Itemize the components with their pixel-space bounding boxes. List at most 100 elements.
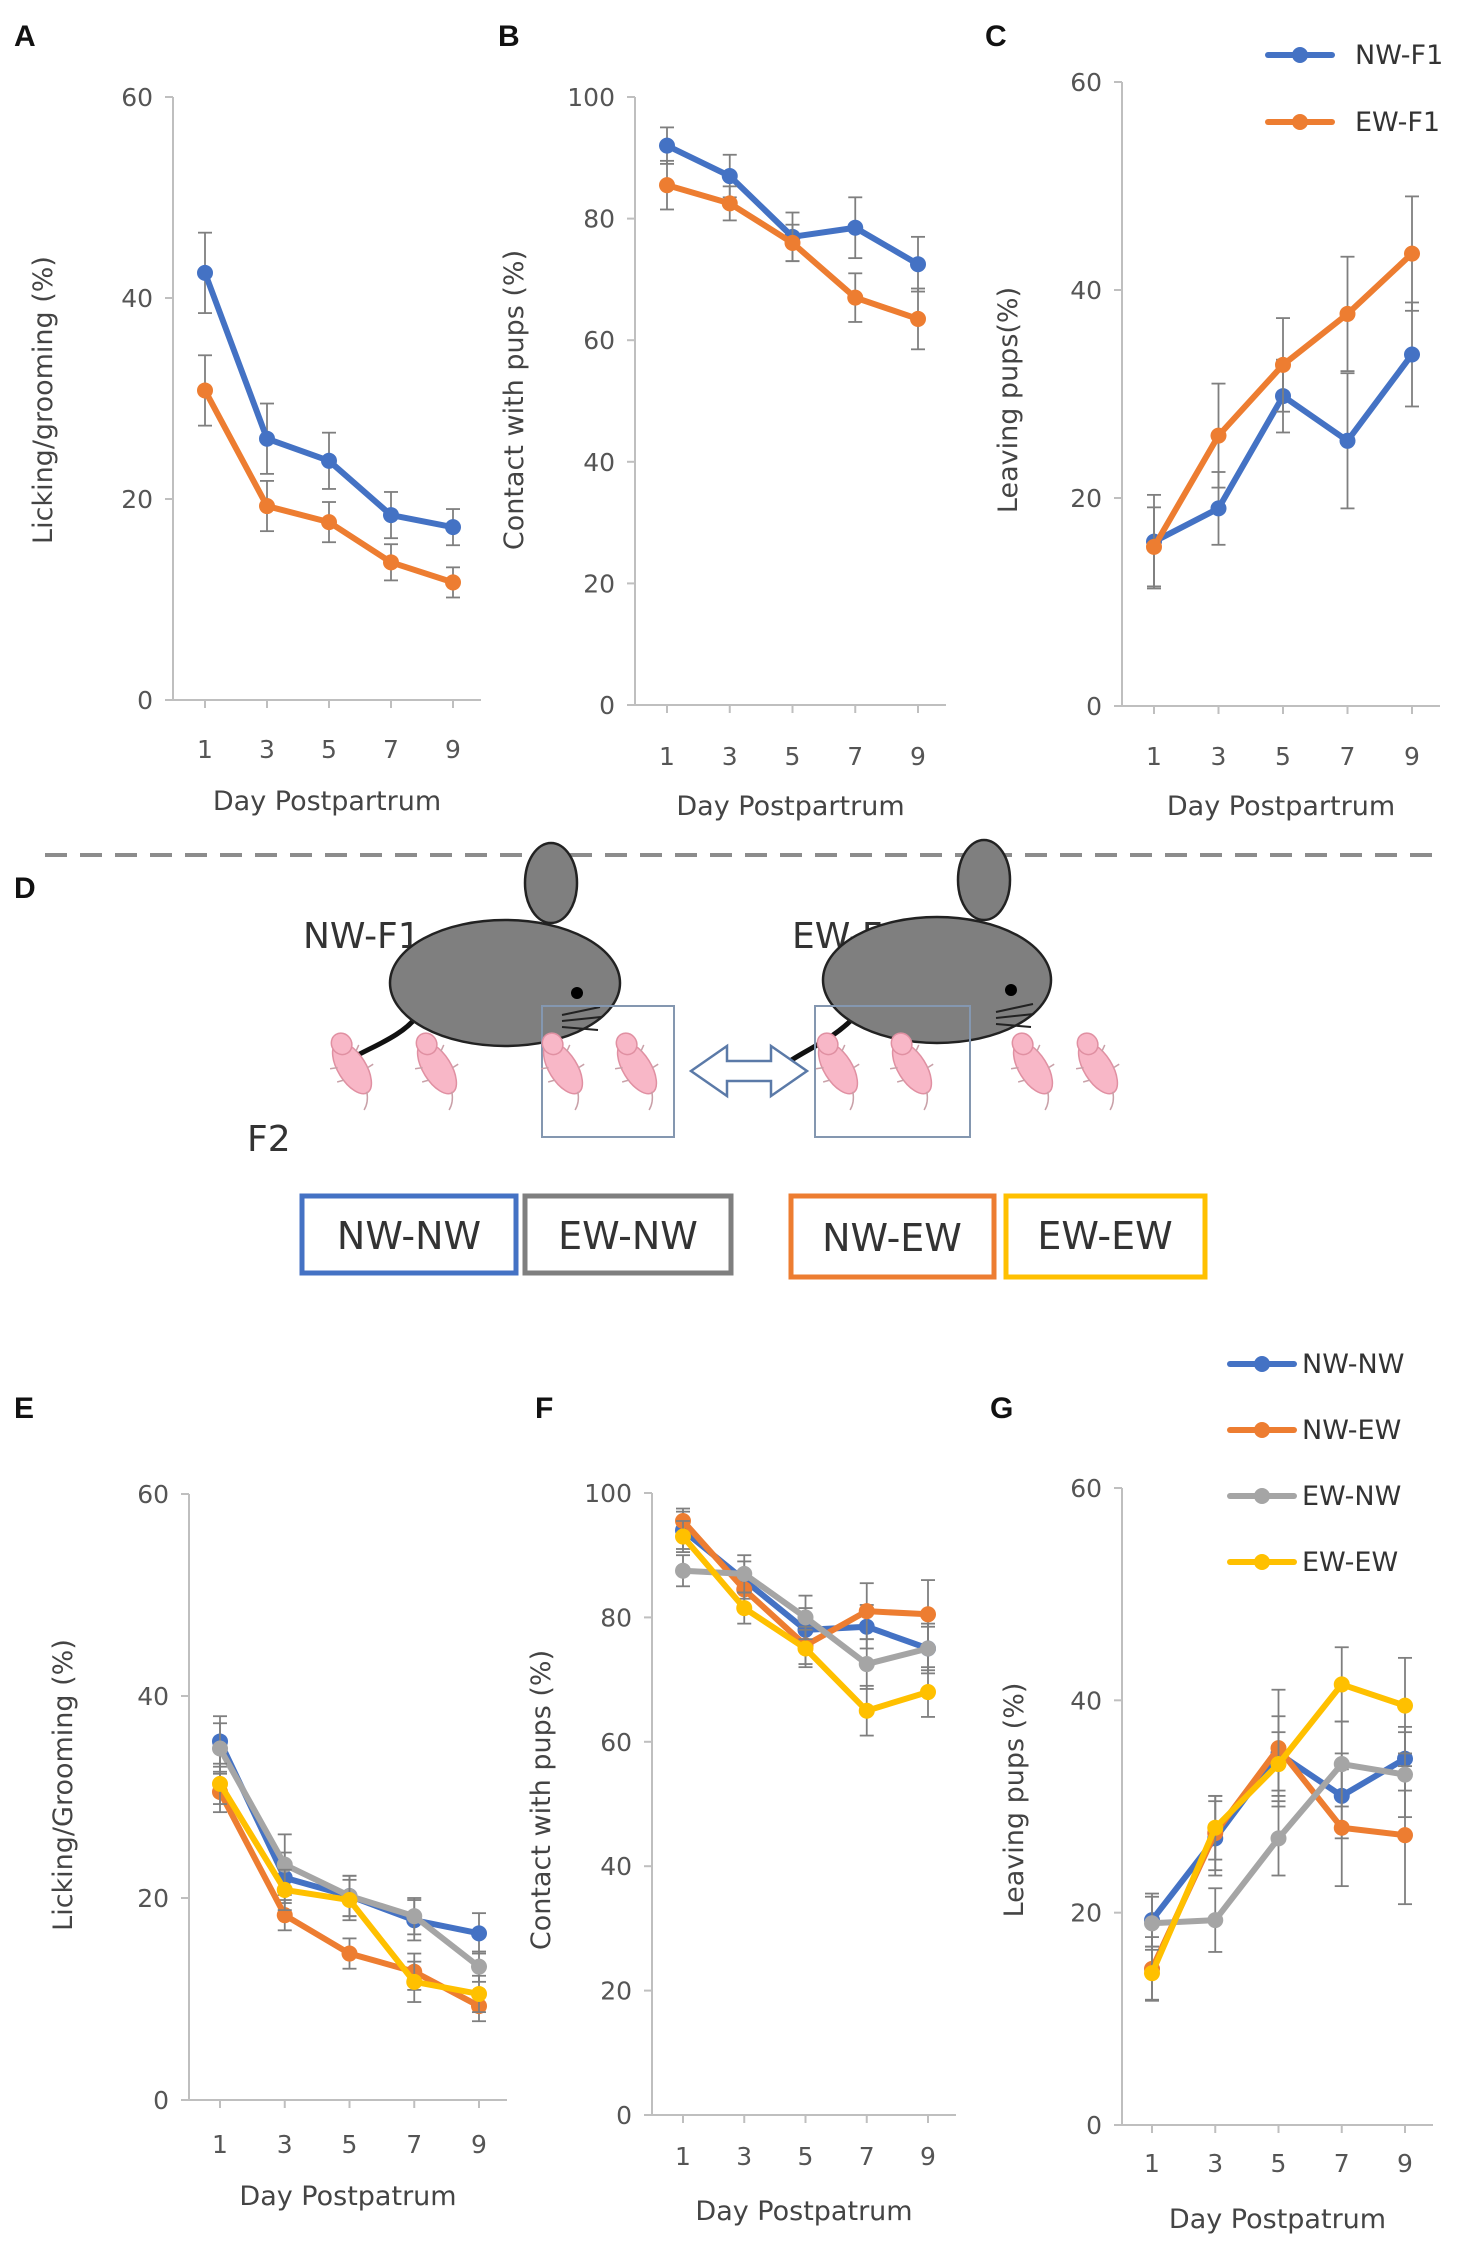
series-ew-ew [1144, 1646, 1413, 2001]
data-point [197, 264, 213, 281]
data-point [1146, 538, 1162, 555]
swap-frame-right [814, 1005, 971, 1138]
data-point [1404, 245, 1420, 262]
data-point [471, 1925, 487, 1942]
pup-icon [614, 1032, 659, 1111]
data-point [1207, 1912, 1224, 1929]
pup-tail [1044, 1091, 1050, 1111]
data-point [1333, 1819, 1350, 1836]
data-point [736, 1565, 753, 1582]
data-point [920, 1640, 936, 1657]
x-tick-label: 5 [1271, 2149, 1287, 2178]
data-point [383, 554, 399, 571]
data-point [445, 519, 461, 536]
x-axis-label: Day Postpartrum [676, 791, 904, 822]
group-label: EW-NW [558, 1214, 698, 1258]
data-point [276, 1881, 293, 1898]
y-tick-label: 20 [1070, 484, 1102, 513]
y-tick-label: 60 [583, 326, 615, 355]
mouse-icon [781, 838, 1053, 1068]
series-ew-ew [675, 1520, 936, 1737]
x-axis-label: Day Postpatrum [1169, 2204, 1386, 2235]
pup-head [330, 1032, 353, 1056]
pup-tail [1109, 1091, 1115, 1111]
y-tick-label: 20 [121, 485, 153, 514]
x-tick-label: 5 [342, 2130, 358, 2159]
series-nw-f1 [197, 231, 461, 547]
data-point [910, 256, 926, 273]
data-point [1333, 1676, 1350, 1693]
legend-label: EW-NW [1302, 1481, 1401, 1512]
x-tick-label: 1 [659, 742, 675, 771]
y-tick-label: 60 [137, 1480, 169, 1509]
data-point [212, 1740, 228, 1757]
data-point [1144, 1915, 1160, 1932]
data-point [1270, 1756, 1287, 1773]
panel-d: D NW-F1 EW-F1 F2 NW-NW [14, 838, 1208, 1280]
x-tick-label: 9 [471, 2130, 487, 2159]
data-point [847, 289, 864, 306]
y-tick-label: 100 [567, 83, 615, 112]
y-tick-label: 60 [1070, 1474, 1102, 1503]
legend-label: EW-EW [1302, 1547, 1398, 1578]
pups-row [329, 1032, 1120, 1111]
panel-label: A [14, 20, 36, 53]
pup-head [816, 1032, 839, 1056]
pup-tail [363, 1091, 369, 1111]
series-ew-nw [675, 1554, 936, 1690]
pup-legs [414, 1044, 459, 1083]
y-tick-label: 80 [600, 1603, 632, 1632]
data-point [1397, 1827, 1413, 1844]
pup-tail [448, 1091, 454, 1111]
y-axis-label: Contact with pups (%) [499, 250, 530, 550]
data-point [259, 498, 275, 515]
data-point [341, 1945, 358, 1962]
x-tick-label: 9 [920, 2142, 936, 2171]
legend-label: NW-NW [1302, 1349, 1404, 1380]
data-point [1397, 1697, 1413, 1714]
pup-icon [540, 1032, 585, 1111]
y-tick-label: 0 [153, 2086, 169, 2115]
data-point [1210, 500, 1227, 517]
pup-head [615, 1032, 638, 1056]
pup-head [415, 1032, 438, 1056]
x-tick-label: 9 [445, 735, 461, 764]
y-tick-label: 0 [1086, 2111, 1102, 2140]
pup-icon [1075, 1032, 1120, 1111]
x-axis-label: Day Postpatrum [695, 2196, 912, 2227]
x-tick-label: 9 [1397, 2149, 1413, 2178]
pup-icon [889, 1032, 934, 1111]
y-tick-label: 0 [616, 2101, 632, 2130]
x-tick-label: 7 [1334, 2149, 1350, 2178]
pup-tail [574, 1091, 580, 1111]
data-point [1210, 427, 1227, 444]
x-tick-label: 7 [847, 742, 863, 771]
data-point [197, 382, 213, 399]
data-point [445, 574, 461, 591]
data-point [1397, 1766, 1413, 1783]
x-tick-label: 9 [1404, 742, 1420, 771]
data-point [1144, 1965, 1160, 1982]
y-tick-label: 40 [1070, 1686, 1102, 1715]
legend-marker [1254, 1554, 1270, 1570]
pup-tail [923, 1091, 929, 1111]
data-point [659, 137, 675, 154]
x-tick-label: 7 [859, 2142, 875, 2171]
chart-f: F 0 20 40 60 80 100 1 3 5 7 9 Day Postpatrum Contact … [526, 1392, 956, 2227]
data-point [1275, 356, 1291, 373]
panel-label: B [498, 20, 520, 53]
legend-marker [1254, 1488, 1270, 1504]
data-point [341, 1892, 358, 1909]
series-ew-f1 [1146, 195, 1420, 588]
y-tick-label: 40 [1070, 276, 1102, 305]
pup-head [1076, 1032, 1099, 1056]
group-box-nw-nw: NW-NW [299, 1193, 519, 1276]
y-tick-label: 60 [600, 1728, 632, 1757]
x-tick-label: 3 [722, 742, 738, 771]
chart-e: E 0 20 40 60 1 3 5 7 9 Day Postpatrum Licking/Groom… [14, 1392, 507, 2212]
y-tick-label: 60 [121, 83, 153, 112]
data-point [1333, 1756, 1350, 1773]
data-point [321, 452, 337, 469]
y-axis-label: Licking/Grooming (%) [48, 1639, 79, 1931]
